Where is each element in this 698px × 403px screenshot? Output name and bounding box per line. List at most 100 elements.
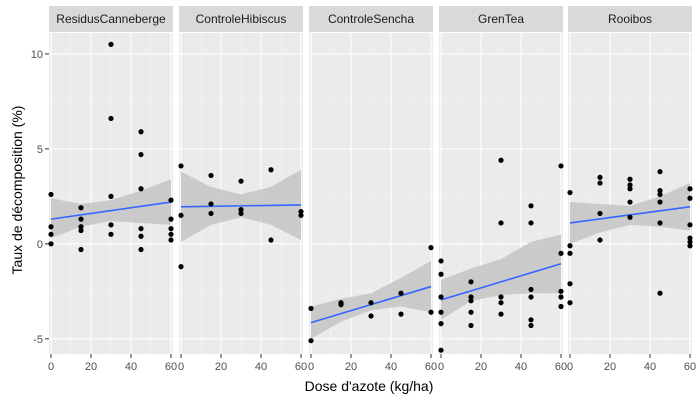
data-point bbox=[78, 205, 84, 211]
x-tick-label: 20 bbox=[85, 361, 97, 373]
data-point bbox=[558, 250, 564, 256]
data-point bbox=[48, 241, 54, 247]
data-point bbox=[428, 245, 434, 251]
data-point bbox=[368, 313, 374, 319]
x-tick-label: 0 bbox=[438, 361, 444, 373]
data-point bbox=[398, 290, 404, 296]
x-tick-label: 60 bbox=[295, 361, 307, 373]
confidence-band bbox=[311, 260, 431, 339]
data-point bbox=[657, 169, 663, 175]
data-point bbox=[168, 237, 174, 243]
x-tick-label: 20 bbox=[345, 361, 357, 373]
data-point bbox=[657, 191, 663, 198]
y-tick-label: 5 bbox=[37, 144, 43, 156]
data-point bbox=[567, 281, 573, 287]
regression-line bbox=[50, 201, 172, 220]
data-point bbox=[178, 163, 184, 169]
x-tick-label: 40 bbox=[515, 361, 527, 373]
regression-line bbox=[180, 204, 302, 208]
data-point bbox=[528, 286, 534, 293]
data-point bbox=[138, 246, 144, 253]
data-point bbox=[138, 129, 144, 135]
data-point bbox=[138, 186, 144, 192]
data-point bbox=[368, 300, 374, 306]
data-point bbox=[498, 220, 504, 226]
facet-strip bbox=[179, 6, 303, 32]
x-tick-label: 60 bbox=[684, 361, 696, 373]
y-axis-title: Taux de décomposition (%) bbox=[9, 106, 25, 275]
facet-strip-label: ResidusCanneberge bbox=[56, 12, 166, 26]
facet-strip bbox=[568, 6, 692, 32]
x-tick-label: 0 bbox=[178, 361, 184, 373]
data-point bbox=[438, 347, 444, 353]
data-point bbox=[528, 203, 534, 209]
data-point bbox=[468, 309, 474, 315]
y-tick-label: 10 bbox=[31, 49, 43, 61]
regression-line bbox=[440, 263, 562, 301]
data-point bbox=[468, 294, 474, 300]
data-point bbox=[398, 311, 404, 317]
x-tick-label: 20 bbox=[475, 361, 487, 373]
data-point bbox=[298, 208, 304, 215]
data-point bbox=[528, 317, 534, 323]
data-point bbox=[657, 290, 663, 296]
data-point bbox=[438, 309, 444, 315]
data-point bbox=[168, 231, 174, 237]
facet-strip-label: Rooibos bbox=[608, 12, 652, 26]
data-point bbox=[108, 222, 114, 228]
data-point bbox=[78, 227, 84, 234]
data-point bbox=[138, 226, 144, 232]
data-point bbox=[178, 264, 184, 270]
data-point bbox=[567, 243, 573, 249]
data-point bbox=[138, 233, 144, 239]
data-point bbox=[238, 207, 244, 213]
data-point bbox=[138, 151, 144, 158]
data-point bbox=[687, 186, 693, 192]
data-point bbox=[108, 115, 114, 122]
x-tick-label: 60 bbox=[425, 361, 437, 373]
data-point bbox=[108, 231, 114, 237]
data-point bbox=[657, 188, 663, 194]
facet-panel: ControleHibiscus 0 20 40 60 bbox=[178, 6, 307, 373]
data-point bbox=[687, 222, 693, 228]
data-point bbox=[268, 237, 274, 243]
x-tick-label: 0 bbox=[308, 361, 314, 373]
data-point bbox=[438, 271, 444, 277]
y-tick-label: 0 bbox=[37, 239, 43, 251]
data-point bbox=[597, 180, 603, 186]
data-point bbox=[438, 294, 444, 300]
data-point bbox=[627, 186, 633, 192]
data-point bbox=[168, 216, 174, 222]
data-point bbox=[168, 226, 174, 232]
data-point bbox=[468, 322, 474, 329]
data-point bbox=[168, 197, 174, 203]
data-point bbox=[468, 279, 474, 285]
data-point bbox=[558, 288, 564, 294]
data-point bbox=[208, 210, 214, 217]
facet-panel: ResidusCanneberge 0 20 40 60 bbox=[48, 6, 177, 373]
x-tick-label: 40 bbox=[385, 361, 397, 373]
data-point bbox=[308, 305, 314, 312]
x-tick-label: 0 bbox=[48, 361, 54, 373]
data-point bbox=[178, 212, 184, 218]
data-point bbox=[238, 210, 244, 217]
data-point bbox=[558, 303, 564, 310]
data-point bbox=[528, 220, 534, 226]
data-point bbox=[48, 191, 54, 198]
data-point bbox=[498, 311, 504, 317]
data-point bbox=[208, 201, 214, 207]
facet-strip-label: GrenTea bbox=[478, 12, 524, 26]
data-point bbox=[308, 338, 314, 344]
facet-strip bbox=[439, 6, 563, 32]
data-point bbox=[498, 294, 504, 300]
x-tick-label: 20 bbox=[215, 361, 227, 373]
facet-panel: Rooibos 0 20 40 60 bbox=[567, 6, 696, 373]
data-point bbox=[528, 322, 534, 329]
data-point bbox=[687, 243, 693, 249]
data-point bbox=[657, 199, 663, 205]
data-point bbox=[567, 189, 573, 196]
data-point bbox=[627, 214, 633, 220]
data-point bbox=[627, 176, 633, 182]
